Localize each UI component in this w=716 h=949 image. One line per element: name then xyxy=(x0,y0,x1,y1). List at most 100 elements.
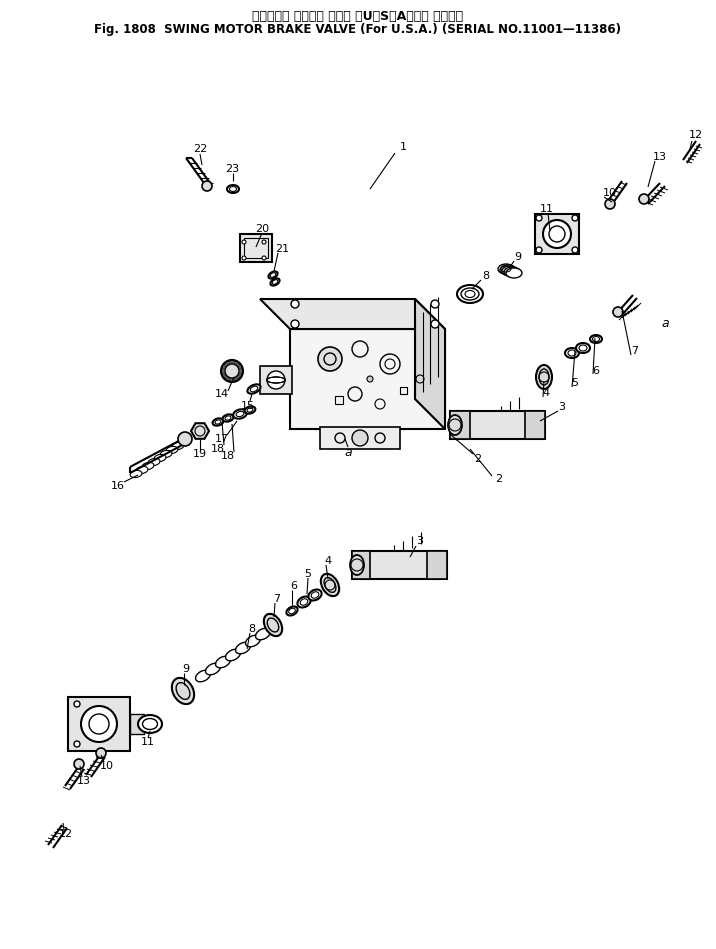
Text: Fig. 1808  SWING MOTOR BRAKE VALVE (For U.S.A.) (SERIAL NO.11001—11386): Fig. 1808 SWING MOTOR BRAKE VALVE (For U… xyxy=(95,23,621,35)
Ellipse shape xyxy=(350,555,364,575)
Polygon shape xyxy=(191,423,209,438)
Circle shape xyxy=(262,256,266,260)
Ellipse shape xyxy=(195,670,211,681)
Ellipse shape xyxy=(271,278,279,286)
Ellipse shape xyxy=(172,442,184,450)
Polygon shape xyxy=(415,299,445,429)
Text: 17: 17 xyxy=(215,434,229,444)
Text: 14: 14 xyxy=(215,389,229,399)
Circle shape xyxy=(536,247,542,253)
Text: 7: 7 xyxy=(632,346,639,356)
Text: 6: 6 xyxy=(291,581,298,591)
Circle shape xyxy=(639,194,649,204)
Ellipse shape xyxy=(506,268,522,278)
Circle shape xyxy=(262,240,266,244)
Text: 5: 5 xyxy=(571,378,579,388)
Ellipse shape xyxy=(166,446,178,454)
Circle shape xyxy=(367,376,373,382)
Ellipse shape xyxy=(138,715,162,733)
Text: a: a xyxy=(344,445,352,458)
Ellipse shape xyxy=(256,628,271,640)
Bar xyxy=(68,697,130,751)
Bar xyxy=(260,366,292,394)
Circle shape xyxy=(74,759,84,769)
Circle shape xyxy=(536,215,542,221)
Circle shape xyxy=(242,240,246,244)
Text: 旋回モータ ブレーキ バルブ 　U　S　A　内　 通用号機: 旋回モータ ブレーキ バルブ U S A 内 通用号機 xyxy=(253,9,463,23)
Ellipse shape xyxy=(148,458,160,466)
Bar xyxy=(244,238,268,258)
Ellipse shape xyxy=(236,642,251,654)
Ellipse shape xyxy=(160,451,172,457)
Ellipse shape xyxy=(172,678,194,704)
Ellipse shape xyxy=(136,466,148,474)
Text: 5: 5 xyxy=(304,569,311,579)
Ellipse shape xyxy=(226,649,241,661)
Circle shape xyxy=(291,320,299,328)
Circle shape xyxy=(431,300,439,308)
Ellipse shape xyxy=(502,266,518,276)
Circle shape xyxy=(605,199,615,209)
Text: 13: 13 xyxy=(653,152,667,162)
Ellipse shape xyxy=(448,415,462,435)
Bar xyxy=(352,551,370,579)
Bar xyxy=(130,714,144,734)
Text: 15: 15 xyxy=(241,401,255,411)
Text: 16: 16 xyxy=(111,481,125,491)
Text: 1: 1 xyxy=(400,142,407,152)
Text: 11: 11 xyxy=(540,204,554,214)
Text: 21: 21 xyxy=(275,244,289,254)
Circle shape xyxy=(74,741,80,747)
Ellipse shape xyxy=(130,471,142,477)
Ellipse shape xyxy=(457,285,483,303)
Circle shape xyxy=(291,300,299,308)
Ellipse shape xyxy=(223,415,233,421)
Ellipse shape xyxy=(565,348,579,358)
Ellipse shape xyxy=(504,267,520,277)
Ellipse shape xyxy=(213,419,223,426)
Circle shape xyxy=(352,430,368,446)
Text: 12: 12 xyxy=(689,130,703,140)
Ellipse shape xyxy=(263,614,282,636)
Text: 9: 9 xyxy=(514,252,521,262)
Text: a: a xyxy=(661,317,669,329)
Text: 18: 18 xyxy=(221,451,235,461)
Circle shape xyxy=(572,215,578,221)
Ellipse shape xyxy=(248,384,261,394)
Ellipse shape xyxy=(233,409,247,419)
Ellipse shape xyxy=(216,656,231,668)
Circle shape xyxy=(318,347,342,371)
Circle shape xyxy=(96,748,106,758)
Circle shape xyxy=(242,256,246,260)
Ellipse shape xyxy=(309,589,321,601)
Text: 19: 19 xyxy=(193,449,207,459)
Ellipse shape xyxy=(154,455,166,461)
Text: 2: 2 xyxy=(495,474,503,484)
Ellipse shape xyxy=(205,663,221,675)
Ellipse shape xyxy=(590,335,602,343)
Ellipse shape xyxy=(321,574,339,596)
Text: 10: 10 xyxy=(100,761,114,771)
Text: 12: 12 xyxy=(59,829,73,839)
Circle shape xyxy=(74,701,80,707)
Text: 3: 3 xyxy=(417,536,423,546)
Circle shape xyxy=(202,181,212,191)
Text: 2: 2 xyxy=(475,454,482,464)
Bar xyxy=(525,411,545,439)
Text: 13: 13 xyxy=(77,776,91,786)
Circle shape xyxy=(178,432,192,446)
Bar xyxy=(535,214,579,254)
Ellipse shape xyxy=(498,264,514,274)
Ellipse shape xyxy=(286,606,298,616)
Text: 4: 4 xyxy=(543,388,550,398)
Text: 20: 20 xyxy=(255,224,269,234)
Text: 10: 10 xyxy=(603,188,617,198)
Ellipse shape xyxy=(536,365,552,389)
Text: 22: 22 xyxy=(193,144,207,154)
Ellipse shape xyxy=(576,343,590,353)
Text: 4: 4 xyxy=(324,556,332,566)
Bar xyxy=(450,411,470,439)
Circle shape xyxy=(431,320,439,328)
Circle shape xyxy=(81,706,117,742)
Text: 8: 8 xyxy=(248,624,256,634)
